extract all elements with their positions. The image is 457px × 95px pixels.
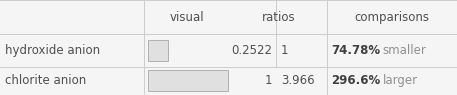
Text: 1: 1: [281, 44, 288, 57]
Text: smaller: smaller: [383, 44, 427, 57]
Text: larger: larger: [383, 74, 418, 87]
Text: hydroxide anion: hydroxide anion: [5, 44, 100, 57]
Text: 74.78%: 74.78%: [331, 44, 380, 57]
Text: 296.6%: 296.6%: [331, 74, 381, 87]
Text: 3.966: 3.966: [281, 74, 315, 87]
Text: comparisons: comparisons: [354, 11, 430, 24]
Bar: [148, 70, 228, 91]
Text: chlorite anion: chlorite anion: [5, 74, 86, 87]
Text: 0.2522: 0.2522: [231, 44, 272, 57]
Text: ratios: ratios: [262, 11, 296, 24]
Bar: [148, 40, 168, 61]
Text: 1: 1: [265, 74, 272, 87]
Text: visual: visual: [170, 11, 205, 24]
